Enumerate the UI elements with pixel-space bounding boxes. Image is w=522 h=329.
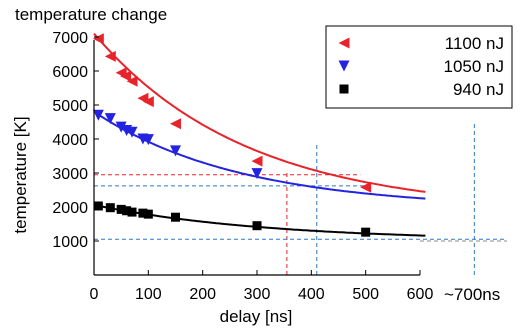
data-point-s0-1 [104, 50, 116, 62]
data-point-s2-8 [252, 221, 262, 231]
x-tick-label-6: 600 [407, 286, 434, 303]
data-point-s1-7 [170, 145, 181, 157]
data-point-s1-8 [251, 168, 263, 180]
y-ticks: 1000 2000 3000 4000 5000 6000 7000 [52, 30, 99, 251]
data-point-s2-9 [361, 227, 371, 237]
data-point-s2-3 [122, 206, 132, 216]
legend-label-0: 1100 nJ [445, 34, 504, 53]
x-axis-label: delay [ns] [220, 307, 293, 326]
data-point-s1-2 [115, 121, 127, 133]
y-tick-label-4: 5000 [52, 98, 88, 115]
legend-box [325, 25, 513, 109]
x-tick-label-1: 100 [135, 286, 162, 303]
y-tick-label-2: 3000 [52, 166, 88, 183]
legend-marker-1 [338, 60, 350, 72]
y-tick-label-5: 6000 [52, 64, 88, 81]
y-axis-label: temperature [K] [11, 116, 30, 233]
data-point-s2-6 [143, 209, 153, 219]
x-tick-label-3: 300 [244, 286, 271, 303]
y-tick-label-0: 1000 [52, 234, 88, 251]
data-point-s0-9 [360, 181, 372, 193]
data-point-s0-7 [170, 118, 181, 130]
x-tick-label-2: 200 [189, 286, 216, 303]
y-tick-label-1: 2000 [52, 200, 88, 217]
data-points [92, 33, 372, 237]
y-tick-label-6: 7000 [52, 30, 88, 47]
chart-title: temperature change [15, 5, 167, 24]
legend-label-2: 940 nJ [453, 80, 504, 99]
guide-lines [94, 122, 507, 275]
data-point-s2-2 [116, 204, 126, 214]
data-point-s1-4 [126, 126, 138, 138]
data-point-s2-5 [138, 208, 148, 218]
y-tick-label-3: 4000 [52, 132, 88, 149]
data-point-s1-1 [104, 113, 116, 125]
data-point-s2-1 [105, 203, 115, 213]
x-tick-label-5: 500 [352, 286, 379, 303]
legend-marker-2 [339, 84, 349, 94]
approx-700ns-label: ~700ns [444, 285, 500, 304]
data-point-s0-8 [251, 155, 263, 167]
legend: 1100 nJ 1050 nJ 940 nJ [325, 25, 513, 109]
data-point-s2-4 [127, 207, 137, 217]
x-ticks: 0 100 200 300 400 500 600 [90, 270, 434, 303]
x-tick-label-0: 0 [90, 286, 99, 303]
data-point-s0-4 [126, 75, 138, 87]
data-point-s1-6 [142, 134, 154, 146]
data-point-s0-3 [120, 70, 132, 82]
data-point-s1-0 [92, 109, 104, 121]
legend-label-1: 1050 nJ [444, 57, 505, 76]
data-point-s0-6 [142, 96, 154, 108]
data-point-s0-0 [92, 33, 104, 45]
legend-marker-0 [338, 37, 350, 49]
data-point-s2-0 [93, 201, 103, 211]
data-point-s2-7 [171, 212, 180, 222]
x-tick-label-4: 400 [298, 286, 325, 303]
